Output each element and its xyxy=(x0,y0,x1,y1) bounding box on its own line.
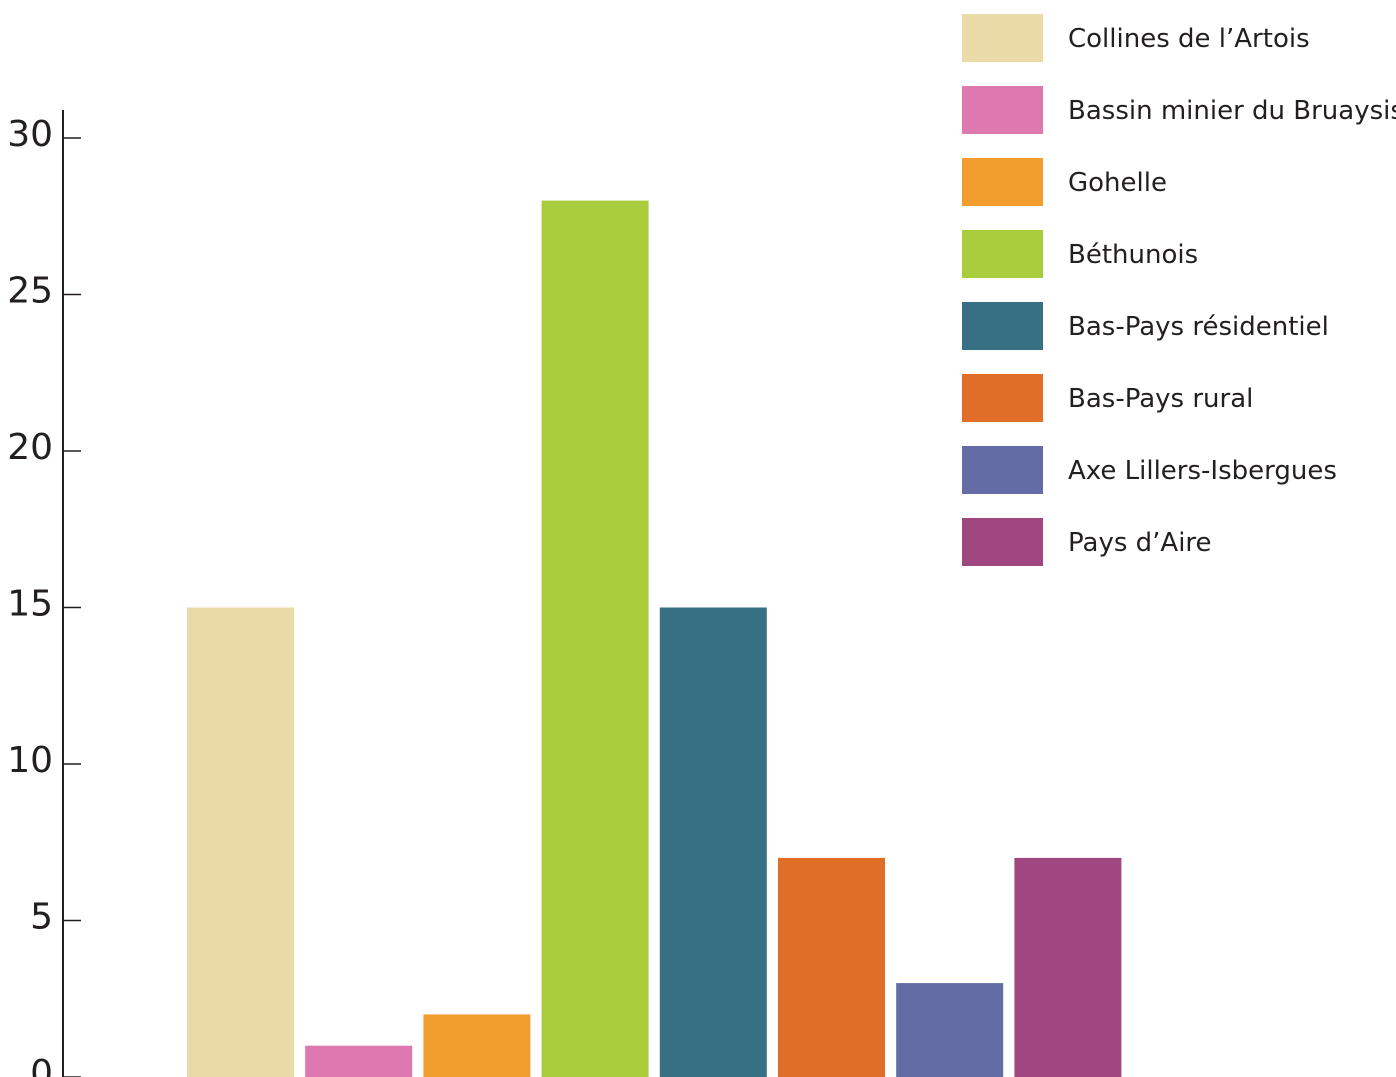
bar-4 xyxy=(541,200,649,1077)
legend-label: Axe Lillers-Isbergues xyxy=(1068,456,1337,486)
bar-1 xyxy=(187,607,294,1077)
legend-swatch xyxy=(962,374,1043,422)
legend-swatch xyxy=(962,14,1043,62)
y-tick-label: 5 xyxy=(30,897,53,938)
y-tick-label: 10 xyxy=(7,740,53,781)
legend-swatch xyxy=(962,230,1043,278)
legend-swatch xyxy=(962,302,1043,350)
bars xyxy=(187,200,1122,1077)
y-tick-label: 0 xyxy=(30,1053,53,1077)
legend-item: Axe Lillers-Isbergues xyxy=(962,446,1337,494)
legend-label: Bassin minier du Bruaysis xyxy=(1068,96,1396,126)
legend: Collines de l’Artois Bassin minier du Bru… xyxy=(962,14,1396,566)
y-axis: 0 5 10 15 20 25 30 xyxy=(7,110,81,1077)
legend-item: Gohelle xyxy=(962,158,1167,206)
bar-8 xyxy=(1014,857,1122,1077)
bar-5 xyxy=(659,607,767,1077)
legend-item: Pays d’Aire xyxy=(962,518,1212,566)
y-tick-label: 20 xyxy=(7,427,53,468)
bar-2 xyxy=(305,1045,413,1077)
legend-label: Béthunois xyxy=(1068,240,1198,270)
legend-label: Collines de l’Artois xyxy=(1068,24,1310,54)
legend-item: Bas-Pays résidentiel xyxy=(962,302,1329,350)
legend-swatch xyxy=(962,86,1043,134)
legend-label: Pays d’Aire xyxy=(1068,528,1212,558)
legend-item: Collines de l’Artois xyxy=(962,14,1310,62)
bar-3 xyxy=(423,1014,531,1077)
legend-swatch xyxy=(962,446,1043,494)
legend-label: Bas-Pays rural xyxy=(1068,384,1253,414)
legend-item: Bassin minier du Bruaysis xyxy=(962,86,1396,134)
bar-7 xyxy=(896,983,1004,1077)
legend-swatch xyxy=(962,518,1043,566)
legend-label: Bas-Pays résidentiel xyxy=(1068,312,1329,342)
legend-item: Béthunois xyxy=(962,230,1198,278)
y-tick-label: 30 xyxy=(7,114,53,155)
y-tick-label: 25 xyxy=(7,271,53,312)
legend-swatch xyxy=(962,158,1043,206)
y-tick-label: 15 xyxy=(7,584,53,625)
legend-item: Bas-Pays rural xyxy=(962,374,1253,422)
legend-label: Gohelle xyxy=(1068,168,1167,198)
bar-6 xyxy=(778,857,885,1077)
